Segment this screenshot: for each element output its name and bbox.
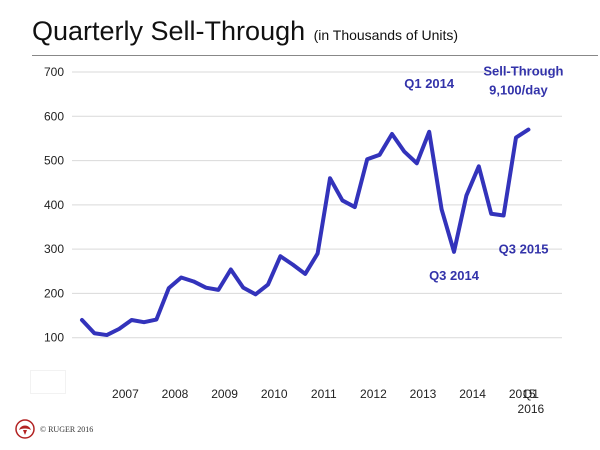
data-point: [229, 268, 233, 272]
x-tick-label: 2010: [261, 387, 288, 401]
data-point: [105, 333, 109, 337]
annotation-label: Q3 2015: [499, 241, 549, 256]
y-tick-label: 500: [44, 154, 64, 168]
data-point: [117, 327, 121, 331]
data-point: [415, 161, 419, 165]
data-point: [464, 194, 468, 198]
footer: © RUGER 2016: [14, 418, 93, 440]
x-tick-label: 2014: [459, 387, 486, 401]
data-point: [154, 318, 158, 322]
data-point: [340, 198, 344, 202]
data-point: [241, 286, 245, 290]
data-point: [514, 136, 518, 140]
data-point: [80, 318, 84, 322]
annotation-label: 9,100/day: [489, 83, 548, 98]
data-point: [204, 286, 208, 290]
x-tick-label: 2012: [360, 387, 387, 401]
data-point: [378, 153, 382, 157]
data-point: [427, 130, 431, 134]
x-tick-label: 2011: [311, 387, 337, 401]
annotation-label: Q1 2014: [404, 76, 455, 91]
data-point: [291, 263, 295, 267]
data-point: [303, 272, 307, 276]
x-tick-label: Q1: [523, 387, 539, 401]
data-point: [402, 150, 406, 154]
y-tick-label: 700: [44, 65, 64, 79]
data-point: [477, 164, 481, 168]
data-point: [502, 213, 506, 217]
x-tick-label: 2007: [112, 387, 139, 401]
x-tick-label: 2009: [211, 387, 238, 401]
x-tick-label: 2016: [518, 402, 545, 416]
data-point: [254, 292, 258, 296]
y-tick-label: 300: [44, 242, 64, 256]
data-point: [526, 128, 530, 132]
x-tick-label: 2013: [410, 387, 437, 401]
chart-annotations: Q1 2014 Q3 2014 Q3 2015 Sell-Through 9,100/d…: [404, 64, 563, 283]
data-point: [452, 250, 456, 254]
y-tick-label: 100: [44, 331, 64, 345]
y-axis-ticks: 100 200 300 400 500 600 700: [44, 65, 64, 345]
data-point: [278, 254, 282, 258]
data-point: [353, 205, 357, 209]
y-tick-label: 400: [44, 198, 64, 212]
data-point: [192, 279, 196, 283]
data-point: [92, 331, 96, 335]
data-point: [179, 275, 183, 279]
data-point: [365, 157, 369, 161]
annotation-label: Q3 2014: [429, 268, 480, 283]
x-tick-label: 2008: [162, 387, 189, 401]
copyright-text: © RUGER 2016: [40, 424, 94, 434]
ruger-eagle-logo-icon: [15, 419, 35, 439]
grid-lines: [72, 71, 562, 339]
title-underline: [32, 55, 598, 56]
y-tick-label: 600: [44, 109, 64, 123]
chart-title-block: Quarterly Sell-Through (in Thousands of …: [32, 16, 458, 47]
data-point: [266, 283, 270, 287]
data-point: [142, 320, 146, 324]
chart-subtitle: (in Thousands of Units): [313, 27, 459, 43]
data-point: [489, 212, 493, 216]
data-point: [390, 132, 394, 136]
series-points: [80, 128, 530, 337]
x-axis-ticks: 2007 2008 2009 2010 2011 2012 2013 2014 2015Q120…: [112, 387, 545, 416]
data-point: [130, 318, 134, 322]
data-point: [216, 288, 220, 292]
x-tick-label: 2015: [509, 387, 536, 401]
data-point: [167, 286, 171, 290]
y-tick-label: 200: [44, 286, 64, 300]
data-point: [328, 176, 332, 180]
blank-box: [30, 370, 66, 394]
chart-title: Quarterly Sell-Through: [32, 16, 306, 46]
data-point: [316, 252, 320, 256]
data-point: [440, 207, 444, 211]
annotation-label: Sell-Through: [483, 64, 563, 79]
